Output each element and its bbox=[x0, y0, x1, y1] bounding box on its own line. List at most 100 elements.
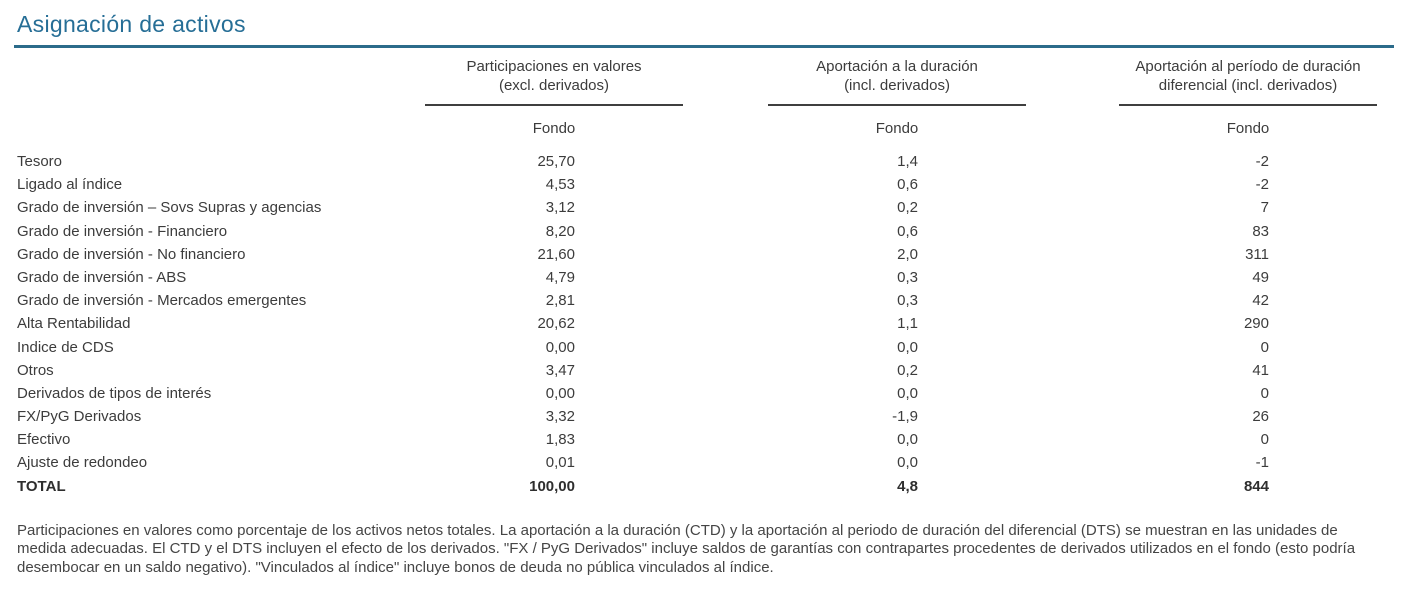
row-value-participaciones: 20,62 bbox=[537, 315, 575, 333]
row-label: Tesoro bbox=[17, 153, 63, 170]
row-value-dts: 311 bbox=[1245, 245, 1269, 263]
table-row-alta-rentabilidad: Alta Rentabilidad 20,62 1,1 290 bbox=[0, 312, 1403, 335]
row-label: Derivados de tipos de interés bbox=[17, 384, 212, 402]
row-value-dts: -2 bbox=[1255, 153, 1269, 170]
group-header-line2: (incl. derivados) bbox=[844, 77, 950, 94]
row-value-participaciones: 0,00 bbox=[545, 338, 575, 356]
row-value-duracion: 2,0 bbox=[897, 245, 918, 263]
column-group-duracion-diferencial: Aportación al período de duración difere… bbox=[1119, 57, 1377, 106]
row-value-participaciones: 21,60 bbox=[537, 245, 575, 263]
row-value-duracion: 0,3 bbox=[897, 268, 918, 286]
table-row-fx-pyg-derivados: FX/PyG Derivados 3,32 -1,9 26 bbox=[0, 405, 1403, 428]
row-value-dts: 0 bbox=[1260, 384, 1269, 402]
row-value-participaciones: 25,70 bbox=[537, 153, 575, 170]
row-value-dts: 26 bbox=[1252, 408, 1269, 426]
table-body: Tesoro 25,70 1,4 -2 Ligado al índice 4,5… bbox=[0, 150, 1403, 498]
table-row-gi-mercados-emergentes: Grado de inversión - Mercados emergentes… bbox=[0, 289, 1403, 312]
header-spacer bbox=[17, 57, 425, 106]
row-value-dts: 41 bbox=[1252, 361, 1269, 379]
subheader-fondo-3: Fondo bbox=[1226, 120, 1270, 137]
row-value-participaciones: 3,47 bbox=[545, 361, 575, 379]
row-label: Grado de inversión – Sovs Supras y agenc… bbox=[17, 199, 322, 217]
row-value-dts: 0 bbox=[1260, 431, 1269, 449]
row-value-duracion: 0,3 bbox=[897, 292, 918, 310]
table-row-ligado-indice: Ligado al índice 4,53 0,6 -2 bbox=[0, 173, 1403, 196]
table-row-otros: Otros 3,47 0,2 41 bbox=[0, 359, 1403, 382]
table-row-efectivo: Efectivo 1,83 0,0 0 bbox=[0, 428, 1403, 451]
row-label: Efectivo bbox=[17, 431, 71, 449]
row-value-duracion: 4,8 bbox=[897, 477, 918, 495]
group-header-line2: diferencial (incl. derivados) bbox=[1158, 77, 1338, 94]
row-value-dts: 42 bbox=[1252, 292, 1269, 310]
row-value-participaciones: 4,79 bbox=[545, 268, 575, 286]
row-value-duracion: 0,0 bbox=[897, 384, 918, 402]
row-value-participaciones: 1,83 bbox=[545, 431, 575, 449]
row-value-duracion: 0,2 bbox=[897, 199, 918, 217]
header-gap bbox=[1026, 57, 1119, 106]
row-value-duracion: 1,1 bbox=[897, 315, 918, 333]
group-header-line1: Aportación a la duración bbox=[816, 58, 978, 75]
row-value-participaciones: 100,00 bbox=[529, 477, 575, 495]
subheader-spacer bbox=[17, 120, 425, 137]
row-value-duracion: 0,0 bbox=[897, 454, 918, 472]
header-gap bbox=[683, 57, 768, 106]
table-row-derivados-tipos-interes: Derivados de tipos de interés 0,00 0,0 0 bbox=[0, 382, 1403, 405]
table-row-gi-financiero: Grado de inversión - Financiero 8,20 0,6… bbox=[0, 220, 1403, 243]
row-value-participaciones: 3,12 bbox=[545, 199, 575, 217]
row-label: Ligado al índice bbox=[17, 176, 123, 194]
row-value-duracion: -1,9 bbox=[892, 408, 918, 426]
row-value-dts: 0 bbox=[1260, 338, 1269, 356]
column-group-duracion: Aportación a la duración (incl. derivado… bbox=[768, 57, 1026, 106]
title-divider bbox=[14, 45, 1394, 48]
row-label: Grado de inversión - Mercados emergentes bbox=[17, 292, 307, 310]
table-row-ajuste-redondeo: Ajuste de redondeo 0,01 0,0 -1 bbox=[0, 451, 1403, 474]
row-value-dts: -2 bbox=[1255, 176, 1269, 194]
subheader-fondo-2: Fondo bbox=[875, 120, 919, 137]
row-label: Alta Rentabilidad bbox=[17, 315, 131, 333]
header-gap bbox=[1026, 120, 1119, 137]
row-value-dts: 83 bbox=[1252, 222, 1269, 240]
row-value-dts: 844 bbox=[1243, 477, 1269, 495]
row-value-participaciones: 4,53 bbox=[545, 176, 575, 194]
column-group-participaciones: Participaciones en valores (excl. deriva… bbox=[425, 57, 683, 106]
row-value-duracion: 1,4 bbox=[897, 153, 918, 170]
row-value-participaciones: 3,32 bbox=[545, 408, 575, 426]
row-label: FX/PyG Derivados bbox=[17, 408, 142, 426]
row-label: Indice de CDS bbox=[17, 338, 114, 356]
row-label: Grado de inversión - No financiero bbox=[17, 245, 246, 263]
group-header-line2: (excl. derivados) bbox=[498, 77, 610, 94]
table-header: Participaciones en valores (excl. deriva… bbox=[0, 57, 1403, 106]
table-row-gi-no-financiero: Grado de inversión - No financiero 21,60… bbox=[0, 243, 1403, 266]
row-value-participaciones: 0,00 bbox=[545, 384, 575, 402]
row-value-duracion: 0,2 bbox=[897, 361, 918, 379]
group-header-line1: Participaciones en valores bbox=[466, 58, 642, 75]
row-value-dts: 7 bbox=[1260, 199, 1269, 217]
table-row-gi-sovs-supras: Grado de inversión – Sovs Supras y agenc… bbox=[0, 196, 1403, 219]
row-value-duracion: 0,0 bbox=[897, 431, 918, 449]
row-label: Ajuste de redondeo bbox=[17, 454, 148, 472]
page-title: Asignación de activos bbox=[17, 11, 246, 37]
row-value-dts: 290 bbox=[1243, 315, 1269, 333]
row-value-duracion: 0,6 bbox=[897, 176, 918, 194]
table-subheader: Fondo Fondo Fondo bbox=[0, 120, 1403, 137]
subheader-fondo-1: Fondo bbox=[532, 120, 576, 137]
row-value-dts: -1 bbox=[1255, 454, 1269, 472]
row-value-participaciones: 2,81 bbox=[545, 292, 575, 310]
table-row-total: TOTAL 100,00 4,8 844 bbox=[0, 475, 1403, 498]
table-footnote: Participaciones en valores como porcenta… bbox=[17, 521, 1356, 576]
row-value-participaciones: 0,01 bbox=[545, 454, 575, 472]
header-gap bbox=[683, 120, 768, 137]
row-label: TOTAL bbox=[17, 477, 66, 495]
table-row-tesoro: Tesoro 25,70 1,4 -2 bbox=[0, 150, 1403, 173]
row-value-dts: 49 bbox=[1252, 268, 1269, 286]
row-label: Grado de inversión - Financiero bbox=[17, 222, 228, 240]
table-row-gi-abs: Grado de inversión - ABS 4,79 0,3 49 bbox=[0, 266, 1403, 289]
row-label: Grado de inversión - ABS bbox=[17, 268, 187, 286]
row-label: Otros bbox=[17, 361, 54, 379]
row-value-participaciones: 8,20 bbox=[545, 222, 575, 240]
row-value-duracion: 0,6 bbox=[897, 222, 918, 240]
table-row-indice-cds: Indice de CDS 0,00 0,0 0 bbox=[0, 336, 1403, 359]
row-value-duracion: 0,0 bbox=[897, 338, 918, 356]
group-header-line1: Aportación al período de duración bbox=[1135, 58, 1361, 75]
